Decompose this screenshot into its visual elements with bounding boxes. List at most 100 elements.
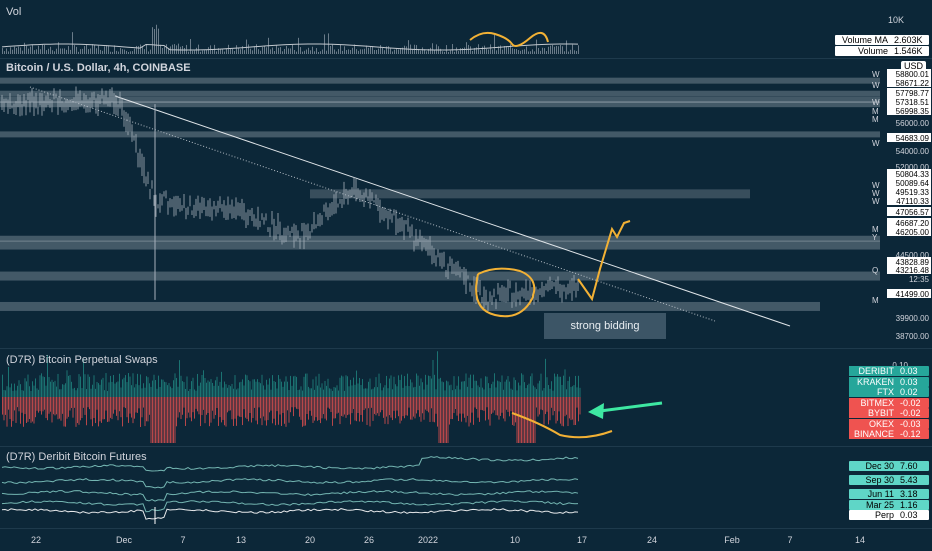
futures-tag: Perp 0.03 [849,510,929,520]
perp-negative-bar [479,397,480,422]
perp-negative-bar [89,397,90,410]
price-label-bg [887,97,931,106]
volume-bar [220,48,221,54]
perp-negative-bar [42,397,44,412]
volume-bar [444,51,445,54]
perp-negative-bar [8,397,9,410]
perp-positive-bar [482,387,483,397]
perp-negative-bar [378,397,380,417]
volume-bar [100,49,101,54]
perp-negative-bar [212,397,213,411]
volume-bar [134,48,135,54]
perp-positive-bar [8,366,9,397]
perp-negative-bar [230,397,231,411]
perp-swaps-pane: (D7R) Bitcoin Perpetual Swaps 0.10 DERIB… [0,349,932,446]
volume-bar [46,50,47,54]
perp-negative-bar [516,397,518,443]
volume-bar [18,46,19,54]
perp-positive-bar [77,388,78,397]
perp-positive-bar [141,388,143,397]
volume-bar [158,28,159,54]
price-axis-label: 38700.00 [896,332,930,341]
perp-positive-bar [39,375,41,397]
perp-positive-bar [438,378,440,397]
perp-positive-bar [374,387,375,397]
projection-annotation [577,220,631,302]
perp-positive-bar [66,370,68,397]
volume-bar [110,51,111,54]
perp-negative-bar [45,397,47,418]
perp-negative-bar [113,397,114,414]
level-tag-label: M [872,225,879,234]
perp-pane-title: (D7R) Bitcoin Perpetual Swaps [6,354,158,366]
perp-positive-bar [140,374,141,397]
currency-badge[interactable]: USD [900,61,926,71]
perp-positive-bar [42,376,44,397]
price-axis-label: 46687.20 [896,219,930,228]
price-label-bg [887,178,931,187]
volume-bar [536,39,537,54]
perp-positive-bar [393,376,395,397]
perp-negative-bar [135,397,137,413]
perp-negative-bar [393,397,395,411]
price-pane[interactable]: 58800.01 58671.22 57798.77 57318.51 56998.35… [0,59,932,348]
perp-positive-bar [267,384,269,397]
perp-positive-bar [48,377,50,397]
perp-positive-bar [536,389,537,397]
volume-bar [406,46,407,54]
volume-bar [386,46,387,54]
perp-negative-bar [515,397,516,423]
perp-positive-bar [20,384,21,397]
perp-negative-bar [573,397,575,426]
perp-negative-bar [285,397,287,427]
perp-positive-bar [308,386,309,397]
perp-positive-bar [216,376,218,397]
perp-negative-bar [254,397,255,408]
exchange-funding-value: 0.02 [900,387,918,397]
perp-negative-bar [536,397,537,408]
perp-negative-bar [500,397,501,416]
perp-positive-bar [57,373,59,397]
volume-tag: Volume 1.546K [835,46,929,56]
perp-negative-bar [80,397,81,421]
volume-bar [62,48,63,54]
perp-positive-bar [356,370,357,397]
perp-negative-bar [332,397,333,426]
perp-negative-bar [575,397,576,425]
perp-negative-bar [168,397,170,443]
perp-negative-bar [383,397,384,418]
volume-bar [104,46,105,54]
perp-positive-bar [3,389,5,397]
perp-positive-bar [158,375,159,397]
volume-bar [208,47,209,54]
perp-positive-bar [579,387,581,397]
perp-positive-bar [99,384,101,397]
perp-negative-bar [432,397,434,422]
volume-bar [216,51,217,54]
perp-negative-bar [138,397,140,409]
perp-positive-bar [390,375,392,397]
volume-bar [440,48,441,54]
volume-ma-name: Volume MA [841,35,888,45]
price-chart[interactable]: 58800.0158671.2257798.7757318.5156998.35… [0,59,932,348]
futures-tag: Mar 25 1.16 [849,500,929,510]
futures-contract-name: Mar 25 [865,500,894,510]
perp-positive-bar [515,380,516,397]
perp-negative-bar [312,397,314,423]
volume-name: Volume [857,46,888,56]
perp-negative-bar [428,397,429,413]
perp-positive-bar [195,390,197,397]
perp-negative-bar [471,397,473,413]
perp-negative-bar [558,397,560,412]
perp-negative-bar [128,397,129,423]
perp-positive-bar [218,385,219,397]
perp-positive-bar [471,388,473,397]
price-axis-label: 58671.22 [896,79,930,88]
perp-negative-bar [273,397,275,419]
green-arrow-head [588,403,604,419]
volume-bar [412,49,413,54]
perp-negative-bar [98,397,99,427]
perp-positive-bar [386,375,387,397]
volume-bar [464,47,465,54]
futures-contract-value: 0.03 [900,510,918,520]
